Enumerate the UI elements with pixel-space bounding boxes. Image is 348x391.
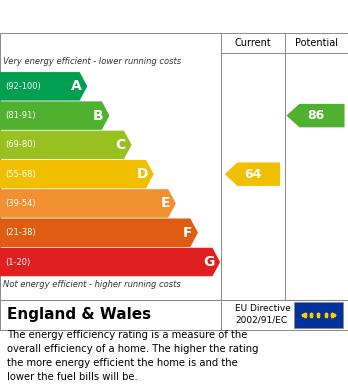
Text: Energy Efficiency Rating: Energy Efficiency Rating — [60, 7, 288, 25]
Text: (55-68): (55-68) — [5, 170, 36, 179]
Polygon shape — [0, 248, 220, 276]
Polygon shape — [0, 160, 154, 188]
Bar — [294, 302, 343, 328]
Text: G: G — [203, 255, 214, 269]
Text: The energy efficiency rating is a measure of the
overall efficiency of a home. T: The energy efficiency rating is a measur… — [7, 330, 259, 382]
Text: 86: 86 — [307, 109, 325, 122]
Text: (21-38): (21-38) — [5, 228, 36, 237]
Text: F: F — [183, 226, 192, 240]
Text: (1-20): (1-20) — [5, 258, 31, 267]
Text: E: E — [161, 196, 170, 210]
Polygon shape — [0, 72, 87, 100]
Text: (39-54): (39-54) — [5, 199, 36, 208]
Text: A: A — [71, 79, 81, 93]
Text: Current: Current — [235, 38, 271, 48]
Polygon shape — [225, 162, 280, 186]
Text: (69-80): (69-80) — [5, 140, 36, 149]
Polygon shape — [0, 101, 110, 130]
Text: (92-100): (92-100) — [5, 82, 41, 91]
Polygon shape — [0, 131, 132, 159]
Text: Potential: Potential — [295, 38, 338, 48]
Text: Not energy efficient - higher running costs: Not energy efficient - higher running co… — [3, 280, 181, 289]
Text: Very energy efficient - lower running costs: Very energy efficient - lower running co… — [3, 57, 182, 66]
Text: C: C — [116, 138, 126, 152]
Polygon shape — [0, 219, 198, 247]
Text: 64: 64 — [244, 168, 262, 181]
Polygon shape — [0, 189, 176, 218]
Text: D: D — [136, 167, 148, 181]
Text: England & Wales: England & Wales — [7, 307, 151, 323]
Text: B: B — [93, 109, 104, 123]
Text: (81-91): (81-91) — [5, 111, 36, 120]
Text: EU Directive
2002/91/EC: EU Directive 2002/91/EC — [235, 304, 291, 325]
Polygon shape — [286, 104, 345, 127]
